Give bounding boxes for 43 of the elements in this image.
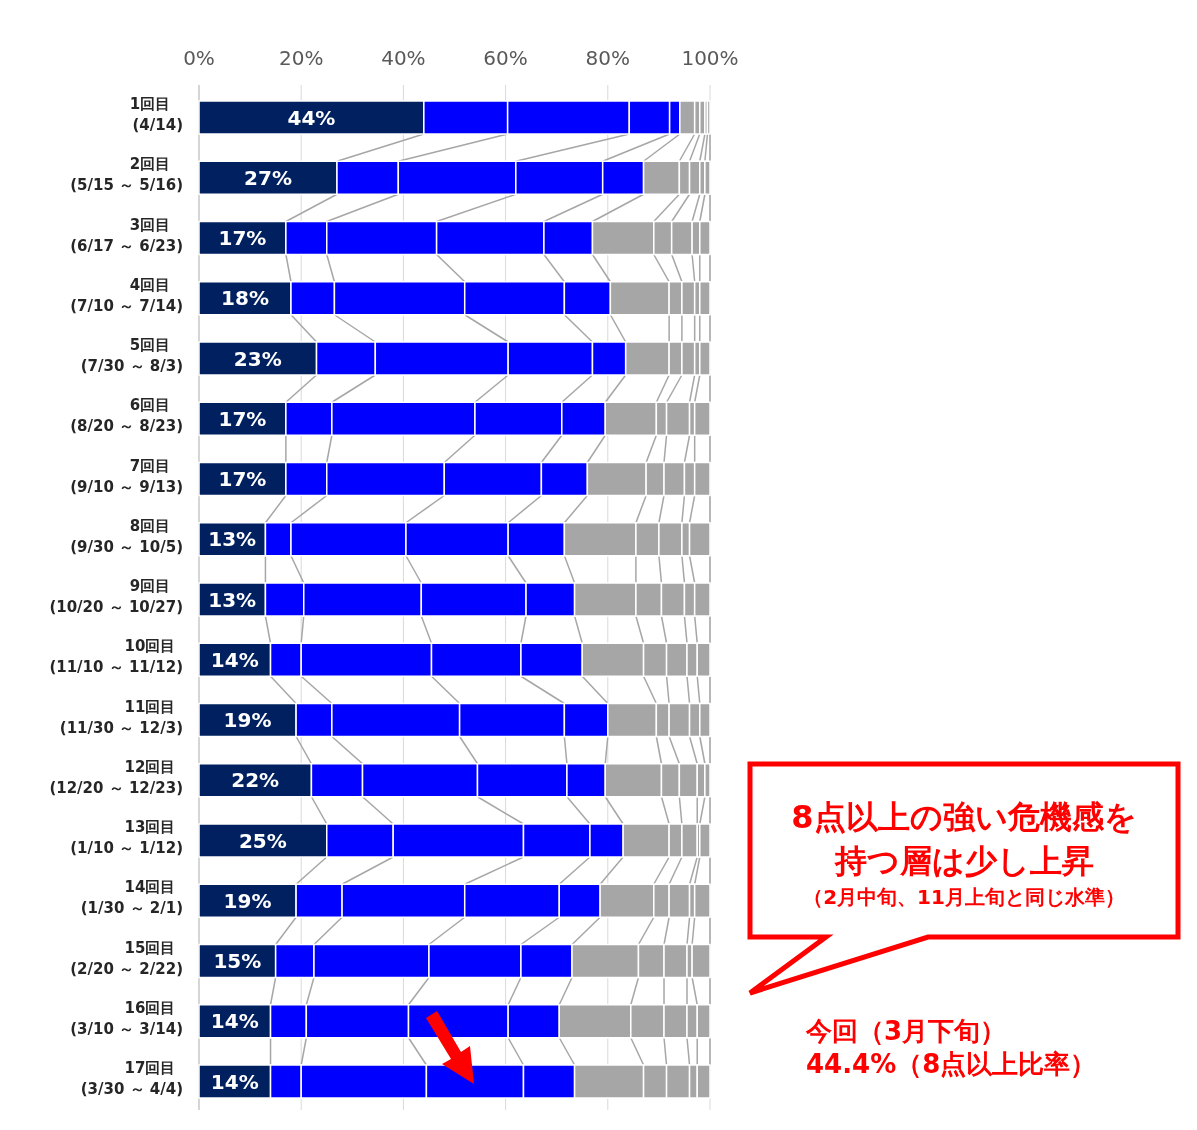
data-label: 15% [213, 949, 262, 973]
text: （2月中旬、11月上旬と同じ水準） [803, 885, 1125, 909]
data-label: 13% [208, 527, 257, 552]
y-tick-label: 15回目 (2/20 ～ 2/22) [70, 938, 183, 978]
y-tick-label: 7回目 (9/10 ～ 9/13) [70, 456, 183, 496]
data-label: 22% [231, 768, 280, 793]
y-tick-label: 8回目 (9/30 ～ 10/5) [70, 516, 183, 556]
x-tick-label: 100% [681, 46, 739, 70]
data-label: 17% [218, 226, 267, 250]
data-label: 18% [221, 286, 269, 311]
data-label: 23% [233, 346, 282, 371]
y-tick-label: 13回目 (1/10 ～ 1/12) [70, 818, 183, 857]
text: 今回（3月下旬）44.4%（8点以上比率） [805, 1016, 1097, 1079]
y-tick-label: 9回目 (10/20 ～ 10/27) [49, 577, 183, 616]
x-tick-label: 80% [585, 46, 631, 70]
data-label: 44% [287, 105, 336, 130]
data-label: 14% [210, 647, 259, 672]
y-tick-label: 11回目 (11/30 ～ 12/3) [59, 697, 183, 737]
data-label: 17% [218, 406, 267, 431]
x-tick-label: 20% [278, 46, 324, 70]
text: 8点以上の強い危機感を持つ層は少し上昇 [791, 798, 1137, 880]
y-tick-label: 16回目 (3/10 ～ 3/14) [70, 998, 183, 1038]
y-tick-label: 1回目 (4/14) [129, 95, 183, 134]
x-tick-label: 60% [483, 46, 528, 70]
y-tick-label: 6回目 (8/20 ～ 8/23) [70, 396, 183, 436]
data-label: 25% [238, 828, 287, 853]
y-tick-label: 14回目 (1/30 ～ 2/1) [80, 878, 183, 918]
data-label: 19% [223, 708, 272, 732]
data-label: 19% [223, 888, 272, 913]
y-tick-label: 2回目 (5/15 ～ 5/16) [70, 155, 183, 195]
data-label: 17% [218, 467, 267, 491]
y-tick-label: 12回目 (12/20 ～ 12/23) [49, 757, 183, 797]
data-label: 13% [208, 587, 257, 612]
data-label: 27% [244, 165, 292, 190]
x-tick-label: 0% [183, 46, 215, 70]
y-tick-label: 17回目 (3/30 ～ 4/4) [80, 1059, 183, 1098]
y-tick-label: 4回目 (7/10 ～ 7/14) [70, 275, 183, 315]
y-tick-label: 10回目 (11/10 ～ 11/12) [49, 637, 183, 677]
data-label: 14% [210, 1069, 259, 1094]
x-tick-label: 40% [381, 46, 426, 70]
y-tick-label: 3回目 (6/17 ～ 6/23) [70, 215, 183, 255]
y-tick-label: 5回目 (7/30 ～ 8/3) [80, 336, 183, 375]
data-label: 14% [210, 1009, 259, 1034]
